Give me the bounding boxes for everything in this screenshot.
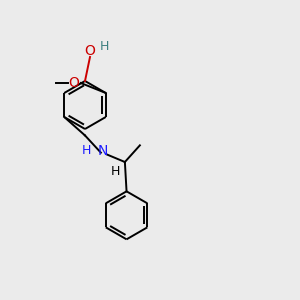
Text: O: O (85, 44, 95, 58)
Text: H: H (82, 144, 92, 157)
Text: H: H (111, 165, 120, 178)
Text: O: O (68, 76, 79, 90)
Text: N: N (98, 144, 108, 158)
Text: H: H (99, 40, 109, 53)
